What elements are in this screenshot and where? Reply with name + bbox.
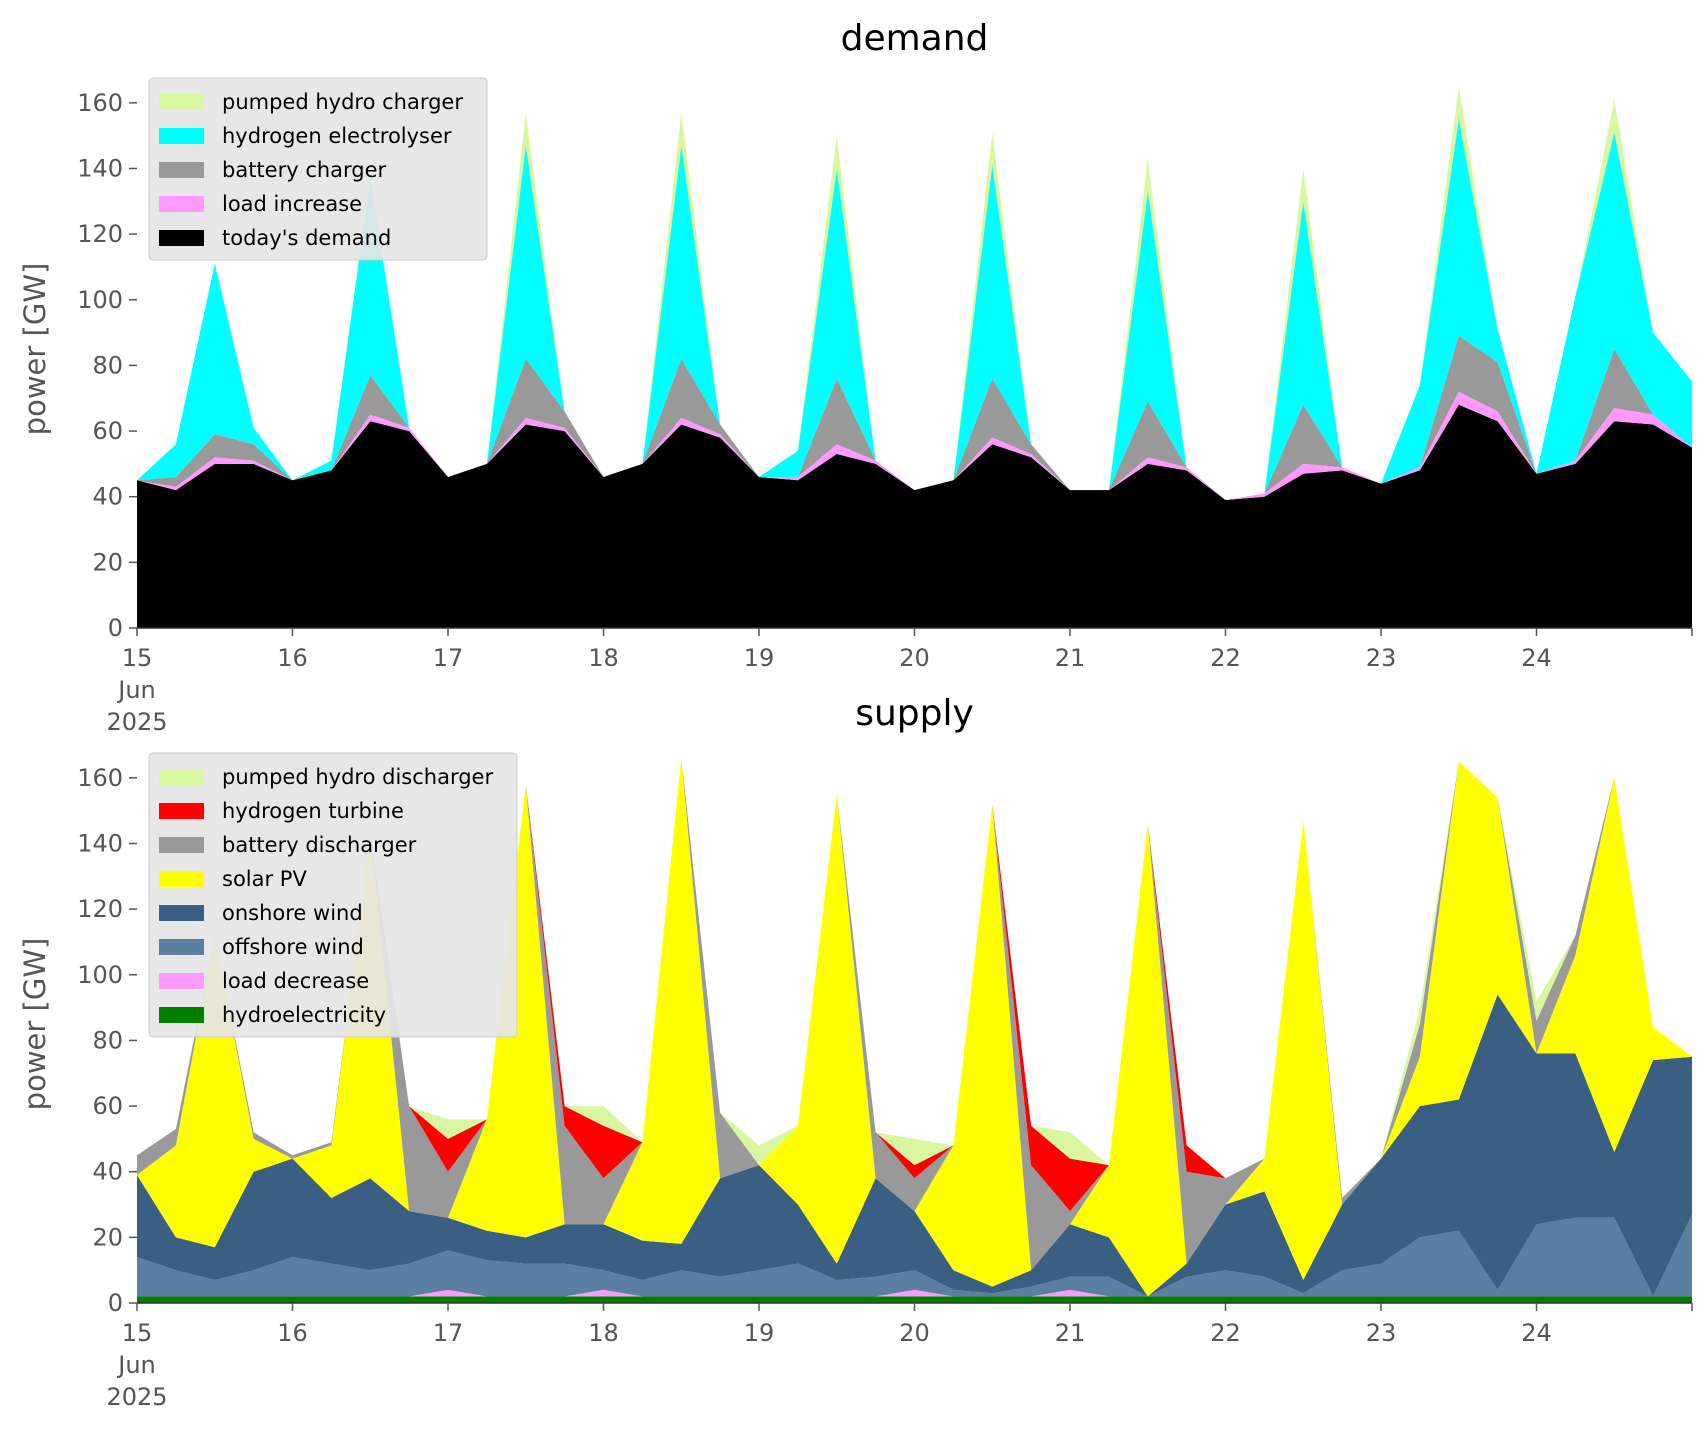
- legend-label: offshore wind: [222, 935, 364, 959]
- legend-swatch: [159, 803, 204, 819]
- x-tick-label: 20: [899, 1319, 930, 1347]
- y-tick-label: 40: [92, 1158, 123, 1186]
- area-solar-pv: [137, 758, 1692, 1297]
- x-tick-sublabel: Jun: [116, 676, 156, 704]
- legend-label: battery charger: [222, 158, 387, 182]
- y-tick-label: 120: [77, 220, 123, 248]
- x-tick-sublabel: Jun: [116, 1351, 156, 1379]
- legend-label: today's demand: [222, 226, 391, 250]
- y-axis-label: power [GW]: [18, 938, 52, 1111]
- area-hydrogen-electrolyser: [137, 119, 1692, 500]
- y-tick-label: 140: [77, 154, 123, 182]
- legend-swatch: [159, 973, 204, 989]
- x-tick-label: 15: [122, 1319, 153, 1347]
- y-axis-label: power [GW]: [18, 263, 52, 436]
- legend-swatch: [159, 769, 204, 785]
- area-offshore-wind: [137, 1214, 1692, 1297]
- legend-label: pumped hydro charger: [222, 90, 463, 114]
- x-tick-label: 20: [899, 644, 930, 672]
- legend-swatch: [159, 939, 204, 955]
- x-tick-label: 21: [1055, 644, 1086, 672]
- legend-swatch: [159, 196, 204, 212]
- legend-label: hydrogen turbine: [222, 799, 404, 823]
- y-tick-label: 60: [92, 1092, 123, 1120]
- y-tick-label: 140: [77, 829, 123, 857]
- area-load-increase: [137, 391, 1692, 500]
- legend-label: load decrease: [222, 969, 369, 993]
- x-tick-sublabel: 2025: [106, 708, 167, 736]
- x-tick-label: 24: [1521, 1319, 1552, 1347]
- area-onshore-wind: [137, 994, 1692, 1297]
- legend-box: [148, 77, 488, 261]
- legend-box: [148, 752, 518, 1038]
- y-tick-label: 100: [77, 286, 123, 314]
- y-tick-label: 80: [92, 351, 123, 379]
- legend-swatch: [159, 162, 204, 178]
- y-tick-label: 160: [77, 89, 123, 117]
- area-load-decrease: [137, 1289, 1692, 1297]
- legend-swatch: [159, 128, 204, 144]
- legend-label: solar PV: [222, 867, 307, 891]
- x-tick-label: 17: [433, 1319, 464, 1347]
- legend-swatch: [159, 905, 204, 921]
- y-tick-label: 100: [77, 961, 123, 989]
- x-tick-label: 19: [744, 644, 775, 672]
- legend: pumped hydro discharger hydrogen turbine b…: [148, 752, 518, 1038]
- legend-swatch: [159, 230, 204, 246]
- y-tick-label: 0: [108, 1289, 123, 1317]
- legend-label: battery discharger: [222, 833, 417, 857]
- area-battery-charger: [137, 335, 1692, 500]
- x-tick-label: 21: [1055, 1319, 1086, 1347]
- legend-swatch: [159, 1007, 204, 1023]
- x-tick-sublabel: 2025: [106, 1383, 167, 1411]
- legend-swatch: [159, 94, 204, 110]
- x-tick-label: 17: [433, 644, 464, 672]
- x-tick-label: 18: [588, 644, 619, 672]
- y-tick-label: 20: [92, 548, 123, 576]
- legend-swatch: [159, 837, 204, 853]
- x-tick-label: 19: [744, 1319, 775, 1347]
- x-tick-label: 18: [588, 1319, 619, 1347]
- legend-label: hydrogen electrolyser: [222, 124, 452, 148]
- demand-chart-title: demand: [841, 18, 989, 59]
- x-tick-label: 23: [1366, 1319, 1397, 1347]
- legend-label: pumped hydro discharger: [222, 765, 493, 789]
- x-tick-label: 24: [1521, 644, 1552, 672]
- y-tick-label: 60: [92, 417, 123, 445]
- area-pumped-hydro-charger: [137, 86, 1692, 501]
- y-tick-label: 120: [77, 895, 123, 923]
- legend-swatch: [159, 871, 204, 887]
- x-tick-label: 16: [277, 644, 308, 672]
- x-tick-label: 23: [1366, 644, 1397, 672]
- y-tick-label: 160: [77, 764, 123, 792]
- y-tick-label: 40: [92, 483, 123, 511]
- x-tick-label: 16: [277, 1319, 308, 1347]
- y-tick-label: 20: [92, 1223, 123, 1251]
- legend: pumped hydro charger hydrogen electrolyse…: [148, 77, 488, 261]
- area-today-s-demand: [137, 404, 1692, 628]
- y-tick-label: 80: [92, 1026, 123, 1054]
- y-tick-label: 0: [108, 614, 123, 642]
- supply-chart-title: supply: [855, 693, 974, 734]
- x-tick-label: 15: [122, 644, 153, 672]
- area-hydroelectricity: [137, 1296, 1692, 1303]
- legend-label: onshore wind: [222, 901, 363, 925]
- legend-label: load increase: [222, 192, 362, 216]
- x-tick-label: 22: [1210, 1319, 1241, 1347]
- x-tick-label: 22: [1210, 644, 1241, 672]
- legend-label: hydroelectricity: [222, 1003, 386, 1027]
